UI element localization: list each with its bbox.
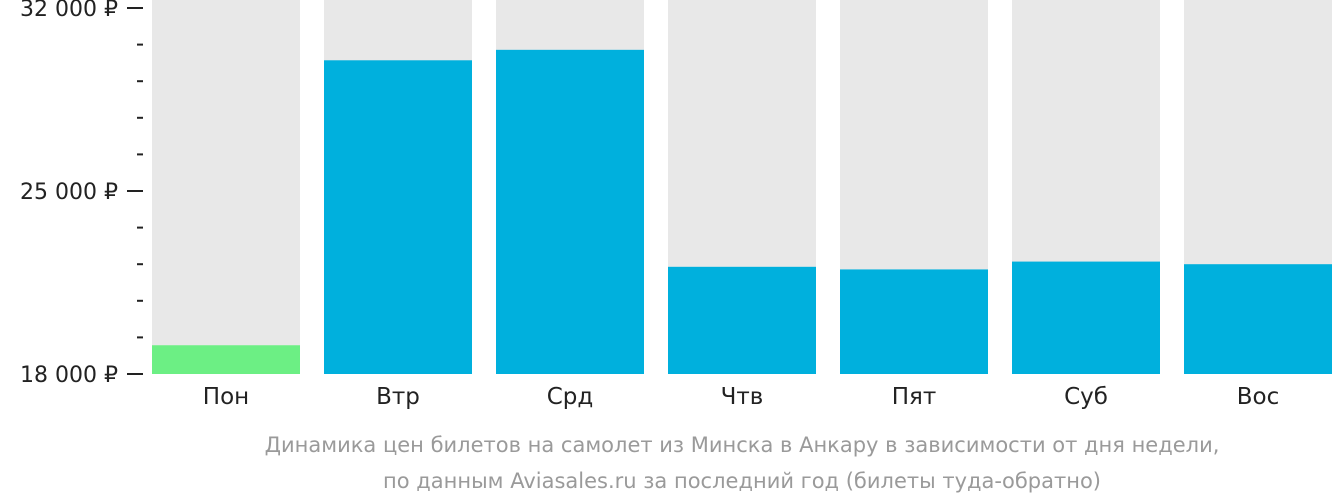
x-tick-label-1: Пон — [203, 384, 249, 410]
x-tick-label-2: Втр — [376, 384, 420, 410]
bar-3 — [496, 49, 644, 374]
bar-4 — [668, 266, 816, 374]
y-axis: 18 000 ₽ 25 000 ₽ 32 000 ₽ — [20, 0, 143, 388]
x-tick-label-4: Чтв — [721, 384, 764, 410]
bar-6 — [1012, 261, 1160, 374]
y-tick-label-3: 32 000 ₽ — [20, 0, 118, 22]
caption-line-1: Динамика цен билетов на самолет из Минск… — [265, 433, 1220, 457]
bar-7 — [1184, 264, 1332, 374]
bar-5 — [840, 269, 988, 374]
y-tick-label-2: 25 000 ₽ — [20, 180, 118, 205]
bar-1 — [152, 345, 300, 374]
x-tick-label-3: Срд — [547, 384, 594, 410]
caption-line-2: по данным Aviasales.ru за последний год … — [383, 469, 1101, 493]
chart-caption: Динамика цен билетов на самолет из Минск… — [265, 433, 1220, 493]
bar-2 — [324, 60, 472, 375]
bar-track-1 — [152, 0, 300, 374]
x-tick-label-7: Вос — [1237, 384, 1280, 410]
x-axis: Пон Втр Срд Чтв Пят Суб Вос — [203, 384, 1279, 410]
x-tick-label-6: Суб — [1064, 384, 1108, 410]
x-tick-label-5: Пят — [892, 384, 937, 410]
y-tick-label-1: 18 000 ₽ — [20, 363, 118, 388]
bars — [152, 49, 1332, 375]
